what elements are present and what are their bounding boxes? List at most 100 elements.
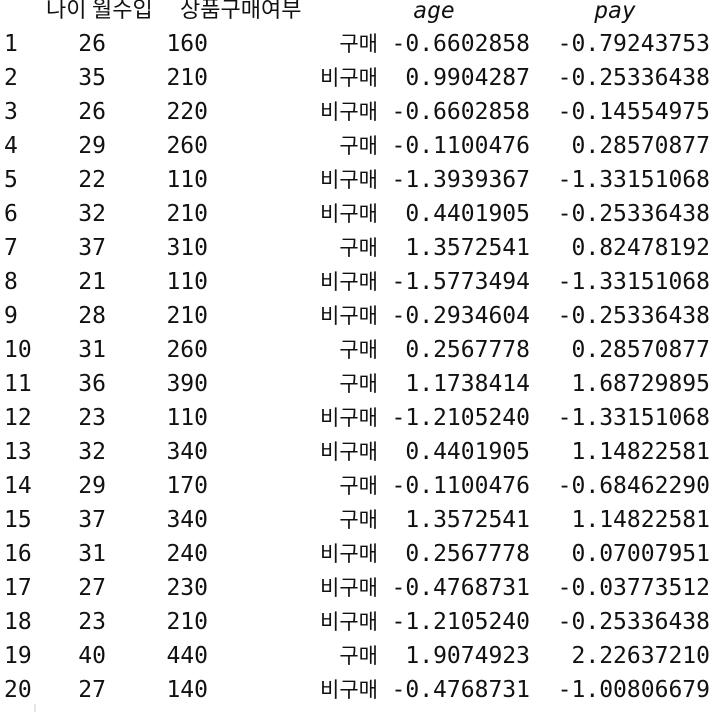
cell-pay-scaled: -0.25336438 bbox=[557, 303, 710, 329]
table-row: 11 36 390 구매 1.1738414 1.68729895 bbox=[0, 367, 714, 401]
cell-age-scaled: 0.9904287 bbox=[405, 65, 530, 91]
cell-purchase: 구매 bbox=[339, 236, 378, 260]
row-index: 2 bbox=[4, 65, 18, 91]
cell-age-scaled: -0.6602858 bbox=[391, 31, 530, 57]
cell-age-raw: 29 bbox=[78, 133, 106, 159]
cell-age-raw: 40 bbox=[78, 643, 106, 669]
cell-age-scaled: -1.2105240 bbox=[391, 609, 530, 635]
cell-age-scaled: 1.9074923 bbox=[405, 643, 530, 669]
cell-age-raw: 37 bbox=[78, 507, 106, 533]
cell-income: 260 bbox=[166, 337, 208, 363]
row-index: 18 bbox=[4, 609, 32, 635]
cell-age-scaled: -0.1100476 bbox=[391, 133, 530, 159]
table-row: 14 29 170 구매 -0.1100476 -0.68462290 bbox=[0, 469, 714, 503]
cell-age-scaled: 0.2567778 bbox=[405, 337, 530, 363]
table-row: 20 27 140 비구매 -0.4768731 -1.00806679 bbox=[0, 673, 714, 707]
row-index: 9 bbox=[4, 303, 18, 329]
table-row: 16 31 240 비구매 0.2567778 0.07007951 bbox=[0, 537, 714, 571]
row-index: 1 bbox=[4, 31, 18, 57]
table-header: 나이 월수입 상품구매여부 age pay bbox=[0, 0, 714, 28]
header-age-raw: 나이 bbox=[46, 0, 87, 23]
cell-income: 110 bbox=[166, 269, 208, 295]
table-row: 8 21 110 비구매 -1.5773494 -1.33151068 bbox=[0, 265, 714, 299]
table-row: 7 37 310 구매 1.3572541 0.82478192 bbox=[0, 231, 714, 265]
cell-age-raw: 31 bbox=[78, 337, 106, 363]
row-index: 11 bbox=[4, 371, 32, 397]
cell-age-scaled: -1.2105240 bbox=[391, 405, 530, 431]
row-index: 3 bbox=[4, 99, 18, 125]
cell-pay-scaled: 2.22637210 bbox=[571, 643, 710, 669]
console-cursor bbox=[34, 704, 36, 712]
table-row: 3 26 220 비구매 -0.6602858 -0.14554975 bbox=[0, 95, 714, 129]
cell-pay-scaled: -0.68462290 bbox=[557, 473, 710, 499]
cell-purchase: 구매 bbox=[339, 474, 378, 498]
cell-income: 210 bbox=[166, 201, 208, 227]
row-index: 14 bbox=[4, 473, 32, 499]
cell-age-raw: 27 bbox=[78, 575, 106, 601]
cell-purchase: 구매 bbox=[339, 134, 378, 158]
cell-income: 390 bbox=[166, 371, 208, 397]
cell-age-raw: 26 bbox=[78, 31, 106, 57]
cell-age-raw: 37 bbox=[78, 235, 106, 261]
cell-age-scaled: -0.2934604 bbox=[391, 303, 530, 329]
cell-purchase: 비구매 bbox=[320, 440, 378, 464]
row-index: 12 bbox=[4, 405, 32, 431]
cell-pay-scaled: 0.82478192 bbox=[571, 235, 710, 261]
cell-income: 220 bbox=[166, 99, 208, 125]
cell-age-scaled: 1.3572541 bbox=[405, 235, 530, 261]
cell-age-raw: 21 bbox=[78, 269, 106, 295]
table-row: 12 23 110 비구매 -1.2105240 -1.33151068 bbox=[0, 401, 714, 435]
row-index: 16 bbox=[4, 541, 32, 567]
cell-purchase: 비구매 bbox=[320, 168, 378, 192]
cell-pay-scaled: -0.25336438 bbox=[557, 609, 710, 635]
cell-age-raw: 35 bbox=[78, 65, 106, 91]
header-pay-scaled: pay bbox=[594, 0, 636, 24]
cell-pay-scaled: -0.03773512 bbox=[557, 575, 710, 601]
cell-purchase: 구매 bbox=[339, 508, 378, 532]
cell-income: 340 bbox=[166, 507, 208, 533]
cell-pay-scaled: 0.07007951 bbox=[571, 541, 710, 567]
cell-pay-scaled: 0.28570877 bbox=[571, 133, 710, 159]
cell-age-raw: 36 bbox=[78, 371, 106, 397]
row-index: 15 bbox=[4, 507, 32, 533]
row-index: 5 bbox=[4, 167, 18, 193]
cell-age-scaled: 0.4401905 bbox=[405, 439, 530, 465]
cell-income: 310 bbox=[166, 235, 208, 261]
cell-age-raw: 32 bbox=[78, 201, 106, 227]
cell-income: 210 bbox=[166, 303, 208, 329]
cell-pay-scaled: 1.68729895 bbox=[571, 371, 710, 397]
cell-pay-scaled: -1.33151068 bbox=[557, 269, 710, 295]
cell-purchase: 비구매 bbox=[320, 66, 378, 90]
cell-pay-scaled: 0.28570877 bbox=[571, 337, 710, 363]
table-row: 17 27 230 비구매 -0.4768731 -0.03773512 bbox=[0, 571, 714, 605]
cell-age-scaled: -0.6602858 bbox=[391, 99, 530, 125]
cell-income: 230 bbox=[166, 575, 208, 601]
cell-pay-scaled: -1.33151068 bbox=[557, 167, 710, 193]
cell-purchase: 비구매 bbox=[320, 406, 378, 430]
row-index: 6 bbox=[4, 201, 18, 227]
table-row: 9 28 210 비구매 -0.2934604 -0.25336438 bbox=[0, 299, 714, 333]
cell-pay-scaled: 1.14822581 bbox=[571, 439, 710, 465]
cell-purchase: 비구매 bbox=[320, 542, 378, 566]
table-row: 13 32 340 비구매 0.4401905 1.14822581 bbox=[0, 435, 714, 469]
cell-pay-scaled: 1.14822581 bbox=[571, 507, 710, 533]
cell-age-scaled: -0.4768731 bbox=[391, 575, 530, 601]
row-index: 8 bbox=[4, 269, 18, 295]
cell-income: 110 bbox=[166, 405, 208, 431]
table-row: 6 32 210 비구매 0.4401905 -0.25336438 bbox=[0, 197, 714, 231]
cell-age-scaled: 0.4401905 bbox=[405, 201, 530, 227]
cell-pay-scaled: -0.79243753 bbox=[557, 31, 710, 57]
header-age-scaled: age bbox=[413, 0, 455, 24]
cell-age-raw: 22 bbox=[78, 167, 106, 193]
cell-age-raw: 29 bbox=[78, 473, 106, 499]
cell-age-raw: 23 bbox=[78, 405, 106, 431]
cell-purchase: 구매 bbox=[339, 32, 378, 56]
cell-pay-scaled: -0.25336438 bbox=[557, 201, 710, 227]
cell-purchase: 비구매 bbox=[320, 202, 378, 226]
cell-purchase: 비구매 bbox=[320, 100, 378, 124]
cell-purchase: 비구매 bbox=[320, 610, 378, 634]
cell-income: 110 bbox=[166, 167, 208, 193]
cell-age-scaled: 0.2567778 bbox=[405, 541, 530, 567]
cell-age-scaled: -1.3939367 bbox=[391, 167, 530, 193]
